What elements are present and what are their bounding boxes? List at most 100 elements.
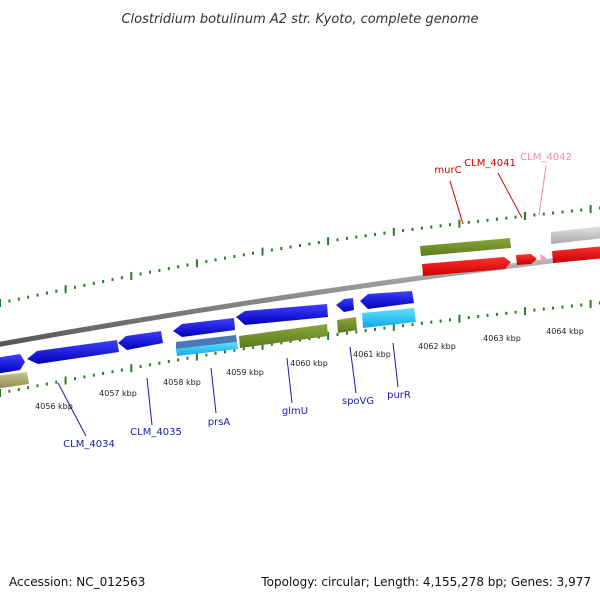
minor-tick bbox=[233, 348, 236, 352]
tick-label-4064: 4064 kbp bbox=[546, 327, 584, 336]
gene-label-clm4034[interactable]: CLM_4034 bbox=[63, 439, 115, 450]
minor-tick bbox=[308, 242, 311, 246]
minor-tick bbox=[570, 209, 573, 213]
feature-clm4035-arrow[interactable] bbox=[118, 331, 163, 350]
major-tick bbox=[524, 212, 526, 220]
minor-tick bbox=[420, 226, 423, 230]
minor-tick bbox=[289, 245, 292, 249]
feature-prsA-cyan-bar[interactable] bbox=[176, 342, 238, 356]
major-tick bbox=[392, 227, 395, 236]
feature-glmU-arrow[interactable] bbox=[236, 304, 328, 325]
gene-label-purR[interactable]: purR bbox=[387, 390, 411, 401]
minor-tick bbox=[467, 316, 470, 320]
tick-label-4061: 4061 kbp bbox=[353, 350, 391, 359]
minor-tick bbox=[27, 386, 30, 390]
minor-tick bbox=[449, 318, 451, 322]
minor-tick bbox=[280, 341, 283, 345]
minor-tick bbox=[280, 247, 283, 250]
minor-tick bbox=[439, 319, 442, 323]
major-tick bbox=[524, 307, 526, 316]
major-tick bbox=[130, 364, 133, 373]
minor-tick bbox=[74, 377, 76, 381]
minor-tick bbox=[8, 299, 11, 303]
map-title: Clostridium botulinum A2 str. Kyoto, com… bbox=[121, 12, 478, 27]
outer-tick-ring bbox=[0, 205, 600, 307]
minor-tick bbox=[242, 253, 245, 257]
summary-text: Topology: circular; Length: 4,155,278 bp… bbox=[260, 575, 591, 589]
minor-tick bbox=[308, 337, 311, 341]
feature-purR-arrow[interactable] bbox=[360, 291, 414, 309]
coordinate-labels: 4056 kbp 4057 kbp 4058 kbp 4059 kbp 4060… bbox=[35, 327, 584, 411]
minor-tick bbox=[449, 223, 451, 227]
leader-lines bbox=[57, 165, 547, 437]
leader-spoVG bbox=[349, 346, 357, 394]
gene-label-clm4035[interactable]: CLM_4035 bbox=[130, 427, 182, 438]
leader-murC bbox=[449, 180, 464, 225]
minor-tick bbox=[45, 382, 48, 386]
leader-clm4034 bbox=[57, 382, 87, 437]
feature-blue-far-left[interactable] bbox=[0, 354, 25, 374]
feature-clm4041-arrow[interactable] bbox=[516, 254, 537, 265]
feature-spoVG-arrow[interactable] bbox=[336, 298, 354, 312]
inner-tick-ring bbox=[0, 300, 600, 397]
minor-tick bbox=[92, 373, 95, 377]
minor-tick bbox=[505, 216, 508, 220]
gene-label-murC[interactable]: murC bbox=[434, 165, 461, 176]
feature-clm4042-arrow[interactable] bbox=[540, 254, 547, 263]
feature-murC-arrow[interactable] bbox=[422, 257, 511, 276]
feature-prsA-steel-bar[interactable] bbox=[176, 335, 237, 349]
feature-spoVG-olive-bar[interactable] bbox=[337, 317, 357, 333]
major-tick bbox=[195, 259, 198, 268]
feature-olive-bar-murC[interactable] bbox=[420, 238, 511, 256]
gene-label-glmU[interactable]: glmU bbox=[282, 406, 308, 417]
minor-tick bbox=[542, 212, 545, 216]
feature-glmU-olive-bar[interactable] bbox=[239, 324, 328, 348]
feature-prsA-arrow[interactable] bbox=[173, 318, 235, 337]
minor-tick bbox=[552, 211, 555, 215]
minor-tick bbox=[214, 258, 217, 262]
major-tick bbox=[0, 389, 1, 397]
minor-tick bbox=[120, 368, 123, 372]
minor-tick bbox=[477, 219, 480, 223]
minor-tick bbox=[420, 321, 423, 325]
minor-tick bbox=[205, 260, 208, 263]
minor-tick bbox=[486, 218, 489, 222]
minor-tick bbox=[149, 270, 151, 274]
minor-tick bbox=[224, 350, 226, 354]
feature-clm4034-arrow[interactable] bbox=[27, 340, 119, 364]
minor-tick bbox=[252, 251, 255, 255]
minor-tick bbox=[542, 307, 545, 311]
minor-tick bbox=[74, 285, 76, 289]
gene-label-clm4042[interactable]: CLM_4042 bbox=[520, 152, 572, 163]
minor-tick bbox=[270, 342, 273, 346]
tick-label-4062: 4062 kbp bbox=[418, 342, 456, 351]
minor-tick bbox=[158, 268, 161, 272]
feature-grey-bar[interactable] bbox=[551, 226, 600, 244]
minor-tick bbox=[552, 306, 555, 310]
minor-tick bbox=[345, 236, 348, 240]
major-tick bbox=[261, 247, 264, 256]
minor-tick bbox=[102, 371, 105, 375]
feature-red-bar-right[interactable] bbox=[552, 246, 600, 263]
gene-label-clm4041[interactable]: CLM_4041 bbox=[464, 158, 516, 169]
minor-tick bbox=[111, 370, 114, 374]
major-tick bbox=[195, 352, 198, 361]
minor-tick bbox=[83, 283, 86, 287]
minor-tick bbox=[167, 360, 170, 363]
minor-tick bbox=[55, 289, 58, 293]
leader-clm4042 bbox=[538, 165, 547, 216]
gene-label-prsA[interactable]: prsA bbox=[208, 417, 231, 428]
minor-tick bbox=[477, 315, 480, 318]
minor-tick bbox=[533, 308, 536, 312]
minor-tick bbox=[214, 351, 217, 355]
accession-text: Accession: NC_012563 bbox=[9, 575, 145, 589]
feature-khaki-bar[interactable] bbox=[0, 372, 29, 389]
minor-tick bbox=[299, 244, 301, 247]
minor-tick bbox=[467, 220, 470, 224]
feature-purR-cyan-bar[interactable] bbox=[362, 308, 416, 328]
minor-tick bbox=[120, 276, 123, 280]
minor-tick bbox=[580, 303, 583, 307]
gene-label-spoVG[interactable]: spoVG bbox=[342, 396, 374, 407]
minor-tick bbox=[411, 323, 414, 326]
